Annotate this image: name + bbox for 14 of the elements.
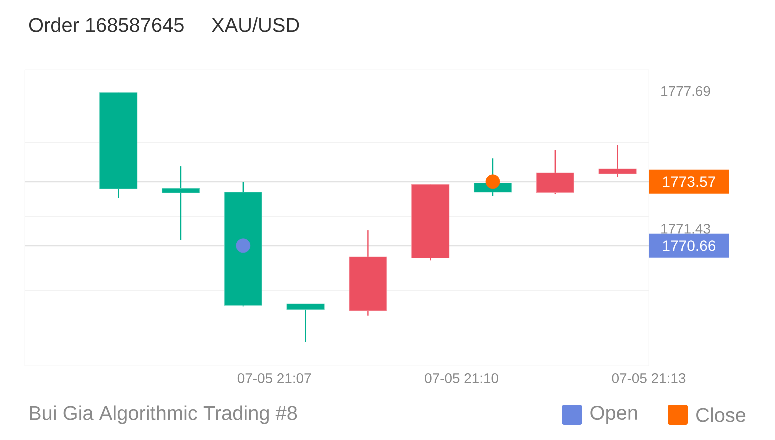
chart-title: Order 168587645 <box>29 18 184 32</box>
x-tick-label: 07-05 21:13 <box>612 374 686 384</box>
x-tick-label: 07-05 21:10 <box>425 374 498 384</box>
y-tick-label: 1777.69 <box>662 86 710 96</box>
candlestick <box>598 144 637 178</box>
ref-line-label: 1773.57 <box>663 176 716 188</box>
legend-label: Open <box>590 406 638 424</box>
x-tick-label: 07-05 21:07 <box>238 374 312 384</box>
candlestick <box>162 166 200 241</box>
text: Bui Gia Algorithmic Trading #8 <box>30 406 298 424</box>
y-tick-label: 1771.43 <box>662 224 710 234</box>
ref-line-label: 1770.66 <box>663 240 716 252</box>
legend-label: Close <box>696 408 746 422</box>
chart-subtitle: XAU/USD <box>212 18 300 32</box>
